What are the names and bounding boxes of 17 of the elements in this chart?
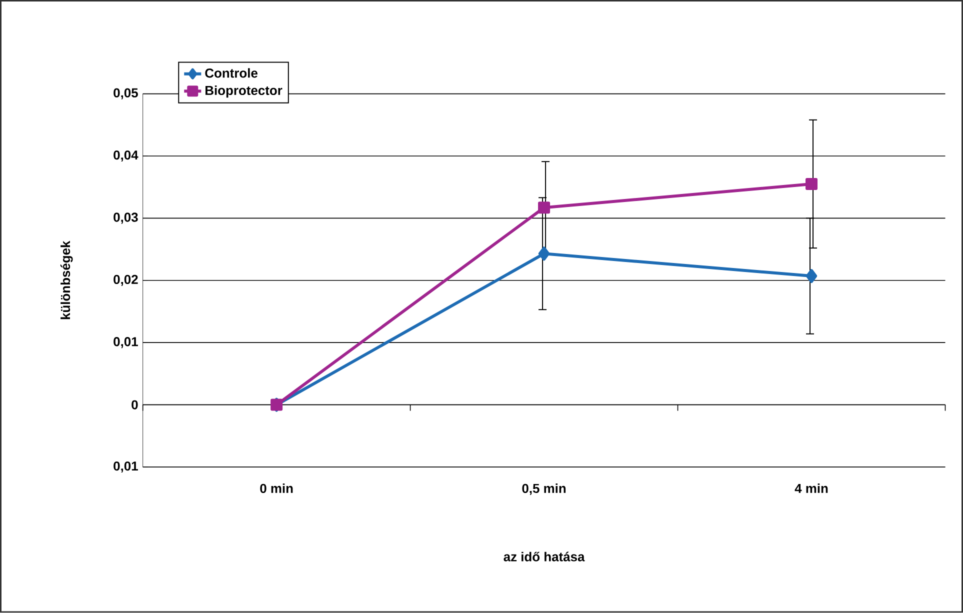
point [806, 269, 818, 284]
x-tick-label: 0 min [260, 484, 293, 494]
point [538, 202, 550, 214]
x-axis-title: az idő hatása [504, 552, 585, 562]
y-axis-title: különbségek [60, 240, 73, 320]
legend-label: Bioprotector [206, 86, 282, 98]
y-tick-label: 0,04 [114, 150, 138, 162]
point [806, 178, 818, 190]
y-tick-label: 0,01 [114, 462, 138, 473]
y-tick-label: 0,05 [114, 88, 138, 100]
y-tick-label: 0,02 [114, 274, 138, 286]
x-tick-label: 0,5 min [522, 484, 566, 495]
y-tick-label: 0,01 [114, 337, 138, 348]
y-tick-label: 0 [132, 400, 138, 410]
y-tick-label: 0,03 [114, 212, 138, 224]
legend-label: Controle [205, 68, 258, 78]
x-tick-label: 4 min [794, 484, 828, 493]
